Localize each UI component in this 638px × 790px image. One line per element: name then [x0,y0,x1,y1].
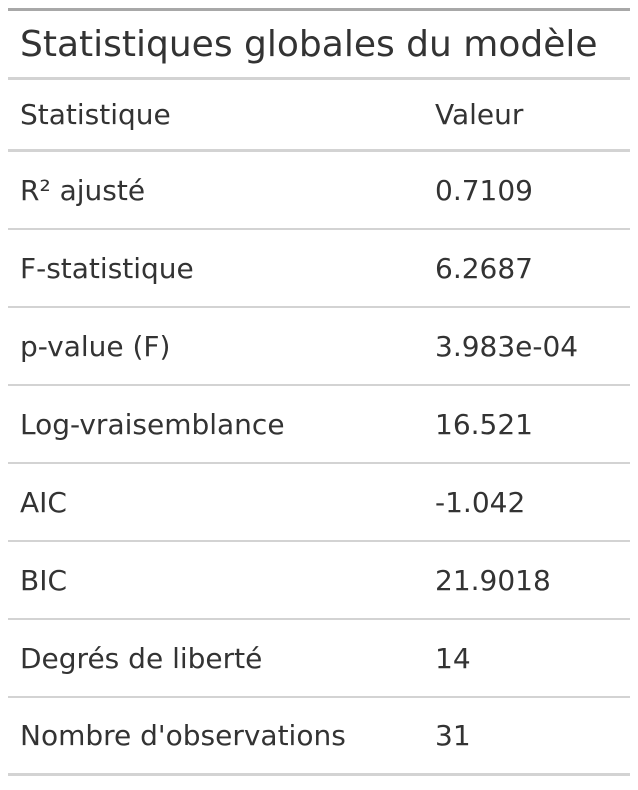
table-row: Log-vraisemblance 16.521 [8,386,630,464]
statistic-value: 14 [435,641,471,675]
column-header-statistic: Statistique [20,98,171,131]
table-row: Degrés de liberté 14 [8,620,630,698]
statistic-value: -1.042 [435,485,526,519]
statistic-value: 31 [435,719,471,752]
table-row: Nombre d'observations 31 [8,698,630,776]
table-row: p-value (F) 3.983e-04 [8,308,630,386]
statistic-value: 21.9018 [435,563,551,597]
statistic-value: 0.7109 [435,173,533,207]
statistic-value: 3.983e-04 [435,329,579,363]
table-title: Statistiques globales du modèle [8,8,630,80]
table-header: Statistique Valeur [8,80,630,152]
table-row: BIC 21.9018 [8,542,630,620]
table-row: F-statistique 6.2687 [8,230,630,308]
statistic-name: Log-vraisemblance [20,407,285,441]
statistic-name: Degrés de liberté [20,641,263,675]
statistic-name: AIC [20,485,67,519]
table-row: R² ajusté 0.7109 [8,152,630,230]
statistic-name: R² ajusté [20,173,146,207]
stats-table: Statistiques globales du modèle Statisti… [8,8,630,776]
statistic-value: 16.521 [435,407,533,441]
statistic-value: 6.2687 [435,251,533,285]
table-row: AIC -1.042 [8,464,630,542]
statistic-name: F-statistique [20,251,194,285]
statistic-name: p-value (F) [20,329,171,363]
statistic-name: BIC [20,563,68,597]
column-header-value: Valeur [435,98,524,131]
statistic-name: Nombre d'observations [20,719,346,752]
